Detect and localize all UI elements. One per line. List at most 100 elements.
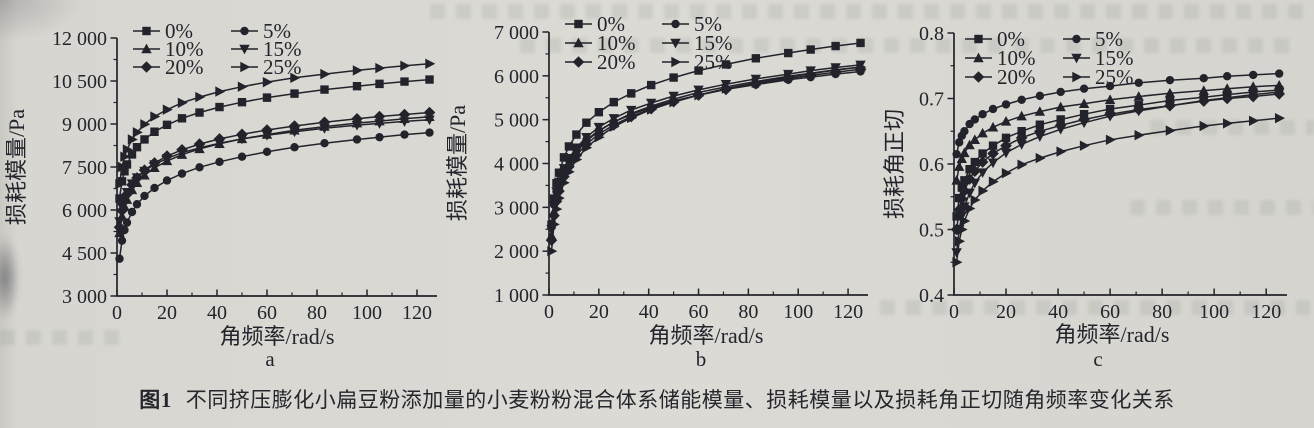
triangle-up-marker-icon	[573, 37, 584, 48]
legend-item: 25%	[1063, 65, 1134, 89]
x-tick-label: 40	[1048, 301, 1068, 323]
legend-label: 25%	[694, 50, 733, 74]
series-5%	[952, 69, 1284, 159]
series-5%	[547, 67, 865, 232]
y-tick-label: 0.6	[919, 154, 944, 176]
series-10%	[951, 80, 1285, 185]
circle-marker-icon	[547, 67, 865, 232]
series-15%	[546, 60, 866, 235]
series-25%	[115, 58, 436, 190]
y-tick-label: 0.8	[919, 23, 944, 45]
triangle-down-marker-icon	[670, 38, 681, 49]
series-line	[550, 66, 861, 252]
legend-item: 0%	[965, 27, 1025, 51]
y-axis-title: 损耗模量/Pa	[4, 109, 29, 225]
y-axis-title: 损耗模量/Pa	[445, 105, 470, 221]
legend-label: 20%	[597, 50, 636, 74]
legend-label: 15%	[263, 37, 302, 61]
triangle-down-marker-icon	[1071, 53, 1082, 64]
legend-label: 20%	[997, 65, 1036, 89]
y-tick-label: 3 000	[62, 286, 107, 308]
y-tick-label: 4 000	[494, 154, 539, 176]
x-tick-label: 80	[307, 302, 327, 324]
print-bleed-artifact	[880, 300, 1310, 315]
triangle-right-marker-icon	[671, 56, 682, 68]
x-tick-label: 100	[1199, 301, 1229, 323]
legend-item: 15%	[662, 31, 733, 55]
chart-panel-b: 1 000 2 000 3 000 4 000 5 000 6 000 7 000 0 20 40…	[438, 0, 870, 383]
x-axis-title: 角频率/rad/s	[220, 324, 335, 349]
figure-number: 图1	[139, 388, 172, 412]
series-15%	[114, 115, 435, 227]
chart-b-canvas: 1 000 2 000 3 000 4 000 5 000 6 000 7 000 0 20 40…	[445, 12, 868, 371]
x-tick-label: 80	[1152, 301, 1172, 323]
panel-sublabel: c	[1093, 347, 1102, 371]
x-tick-label: 0	[949, 301, 959, 323]
y-tick-label: 6 000	[494, 66, 539, 88]
triangle-right-marker-icon	[1072, 71, 1083, 83]
series-line	[550, 66, 861, 236]
legend-label: 0%	[997, 27, 1025, 51]
x-tick-label: 0	[544, 301, 554, 323]
y-tick-label: 3 000	[494, 197, 539, 219]
panel-sublabel: b	[696, 347, 707, 371]
triangle-down-marker-icon	[546, 60, 866, 235]
x-tick-label: 60	[257, 302, 277, 324]
legend-item: 0%	[133, 19, 193, 43]
circle-marker-icon	[115, 128, 434, 263]
triangle-up-marker-icon	[951, 80, 1285, 185]
y-tick-label: 10 500	[52, 71, 107, 93]
print-bleed-artifact	[520, 38, 1300, 53]
y-tick-label: 5 000	[494, 110, 539, 132]
diamond-marker-icon	[972, 71, 985, 83]
legend-label: 20%	[165, 55, 204, 79]
square-marker-icon	[974, 34, 983, 44]
x-tick-label: 0	[112, 302, 122, 324]
legend-item: 10%	[133, 37, 204, 61]
x-tick-label: 40	[639, 301, 659, 323]
panel-sublabel: a	[265, 347, 275, 371]
legend-item: 5%	[662, 12, 722, 36]
series-line	[550, 68, 861, 241]
y-axis-title: 损耗角正切	[882, 109, 907, 219]
x-axis-title: 角频率/rad/s	[649, 323, 764, 348]
legend-item: 20%	[133, 55, 204, 79]
y-tick-label: 7 500	[62, 157, 107, 179]
legend-label: 25%	[263, 55, 302, 79]
legend-label: 25%	[1095, 65, 1134, 89]
legend-label: 10%	[997, 46, 1036, 70]
legend-label: 10%	[165, 37, 204, 61]
x-axis-title: 角频率/rad/s	[1055, 322, 1170, 347]
legend-item: 5%	[231, 19, 291, 43]
legend-label: 15%	[694, 31, 733, 55]
circle-marker-icon	[671, 19, 680, 29]
series-20%	[113, 106, 436, 233]
x-tick-label: 120	[1251, 301, 1281, 323]
legend-label: 0%	[597, 12, 625, 36]
legend-label: 0%	[165, 19, 193, 43]
square-marker-icon	[142, 26, 151, 36]
y-tick-label: 9 000	[62, 114, 107, 136]
x-tick-label: 60	[689, 301, 709, 323]
figure-caption-text: 不同挤压膨化小扁豆粉添加量的小麦粉粉混合体系储能模量、损耗模量以及损耗角正切随角…	[185, 388, 1175, 412]
legend-item: 20%	[965, 65, 1036, 89]
series-20%	[950, 88, 1285, 236]
x-tick-label: 20	[996, 301, 1016, 323]
x-tick-label: 40	[207, 302, 227, 324]
legend-label: 15%	[1095, 46, 1134, 70]
print-bleed-artifact	[0, 330, 120, 345]
x-tick-label: 20	[589, 301, 609, 323]
square-marker-icon	[574, 19, 583, 29]
legend-item: 25%	[662, 50, 733, 74]
diamond-marker-icon	[113, 106, 436, 233]
legend-label: 5%	[694, 12, 722, 36]
circle-marker-icon	[1072, 34, 1081, 44]
chart-c-canvas: 0.4 0.5 0.6 0.7 0.8 0 20 40 60 80 100 120 角频率/rad/s 损…	[882, 23, 1287, 371]
triangle-right-marker-icon	[240, 61, 251, 73]
series-25%	[547, 61, 867, 257]
x-tick-label: 120	[402, 302, 432, 324]
print-bleed-artifact	[430, 4, 1310, 19]
y-tick-label: 0.5	[919, 220, 944, 242]
y-tick-label: 1 000	[494, 285, 539, 307]
